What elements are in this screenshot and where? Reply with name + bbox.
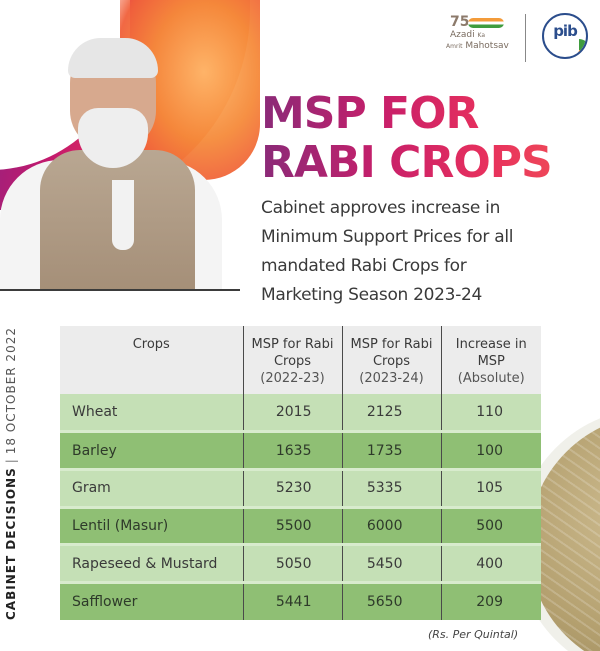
header-crops: Crops	[60, 326, 243, 394]
cell-crop: Gram	[60, 467, 243, 508]
side-label-category: CABINET DECISIONS	[4, 467, 18, 620]
page-subtitle: Cabinet approves increase in Minimum Sup…	[261, 194, 561, 310]
cell-msp-2023-24: 5335	[341, 467, 441, 508]
logo-azadi: Azadi	[450, 30, 475, 40]
header-line: Crops	[273, 354, 312, 369]
cell-msp-2023-24: 1735	[341, 430, 441, 470]
portrait-beard	[78, 108, 148, 168]
hero-banner: 75 Azadi Ka Amrit Mahotsav pib MSP FOR R…	[0, 0, 600, 305]
cell-increase: 400	[440, 543, 541, 583]
azadi-ka-amrit-mahotsav-logo: 75 Azadi Ka Amrit Mahotsav	[446, 14, 516, 58]
portrait-image	[0, 38, 225, 290]
cell-msp-2023-24: 2125	[341, 394, 441, 432]
subtitle-line-2: Minimum Support Prices for all	[261, 227, 514, 247]
header-msp-2023-24: MSP for Rabi Crops (2023-24)	[341, 326, 441, 394]
header-line: Increase in	[455, 337, 527, 352]
subtitle-line-4: Marketing Season 2023-24	[261, 285, 483, 305]
title-line-1: MSP FOR	[261, 88, 479, 139]
logo-amrit: Amrit	[446, 43, 463, 50]
logo-line2: Amrit Mahotsav	[446, 41, 509, 51]
cell-msp-2022-23: 1635	[242, 430, 342, 470]
header-line: MSP	[477, 354, 505, 369]
table-row: Safflower 5441 5650 209	[60, 580, 541, 621]
cell-crop: Wheat	[60, 394, 243, 432]
table-row: Gram 5230 5335 105	[60, 467, 541, 508]
table-row: Rapeseed & Mustard 5050 5450 400	[60, 543, 541, 583]
msp-table-container: Crops MSP for Rabi Crops (2022-23) MSP f…	[60, 326, 541, 621]
subtitle-line-1: Cabinet approves increase in	[261, 198, 501, 218]
header-msp-2022-23: MSP for Rabi Crops (2022-23)	[242, 326, 342, 394]
cell-increase: 105	[440, 467, 541, 508]
header-line: Crops	[372, 354, 411, 369]
table-row: Wheat 2015 2125 110	[60, 394, 541, 432]
cell-msp-2023-24: 6000	[341, 505, 441, 545]
pib-logo: pib	[542, 13, 588, 59]
cell-msp-2022-23: 2015	[242, 394, 342, 432]
cell-msp-2022-23: 5441	[242, 580, 342, 621]
header-line: MSP for Rabi	[251, 337, 334, 352]
unit-note: (Rs. Per Quintal)	[428, 628, 519, 641]
side-label-date: 18 OCTOBER 2022	[4, 327, 18, 455]
table-row: Lentil (Masur) 5500 6000 500	[60, 505, 541, 545]
cell-crop: Safflower	[60, 580, 243, 621]
portrait-underline	[0, 289, 240, 291]
portrait-kurta	[112, 180, 134, 250]
cell-msp-2022-23: 5500	[242, 505, 342, 545]
page-title: MSP FOR RABI CROPS	[261, 89, 561, 187]
subtitle-line-3: mandated Rabi Crops for	[261, 256, 467, 276]
table-header-row: Crops MSP for Rabi Crops (2022-23) MSP f…	[60, 326, 541, 394]
cell-msp-2023-24: 5650	[341, 580, 441, 621]
header-line: (2022-23)	[260, 371, 325, 386]
portrait-hair	[68, 38, 158, 78]
cell-crop: Barley	[60, 430, 243, 470]
pib-tricolor-arc-icon	[568, 39, 586, 57]
logo-group: 75 Azadi Ka Amrit Mahotsav pib	[446, 12, 596, 62]
title-line-2: RABI CROPS	[261, 137, 552, 188]
table-row: Barley 1635 1735 100	[60, 430, 541, 470]
logo-75: 75	[450, 14, 470, 30]
cell-increase: 209	[440, 580, 541, 621]
header-line: MSP for Rabi	[350, 337, 433, 352]
cell-crop: Rapeseed & Mustard	[60, 543, 243, 583]
tricolor-flag-icon	[468, 18, 504, 28]
logo-ka: Ka	[477, 32, 485, 39]
pib-logo-text: pib	[553, 22, 578, 40]
cell-increase: 500	[440, 505, 541, 545]
header-increase: Increase in MSP (Absolute)	[440, 326, 541, 394]
header-crops-label: Crops	[132, 337, 170, 352]
cell-crop: Lentil (Masur)	[60, 505, 243, 545]
header-line: (Absolute)	[457, 371, 525, 386]
cell-msp-2022-23: 5050	[242, 543, 342, 583]
cabinet-decisions-label: CABINET DECISIONS | 18 OCTOBER 2022	[4, 320, 22, 620]
cell-increase: 100	[440, 430, 541, 470]
header-line: (2023-24)	[359, 371, 424, 386]
side-label-separator: |	[4, 458, 18, 464]
cell-msp-2022-23: 5230	[242, 467, 342, 508]
logo-line1: Azadi Ka	[450, 30, 485, 40]
cell-msp-2023-24: 5450	[341, 543, 441, 583]
logo-divider	[525, 14, 526, 62]
logo-mahotsav: Mahotsav	[465, 41, 509, 51]
msp-table: Crops MSP for Rabi Crops (2022-23) MSP f…	[60, 326, 541, 621]
cell-increase: 110	[440, 394, 541, 432]
